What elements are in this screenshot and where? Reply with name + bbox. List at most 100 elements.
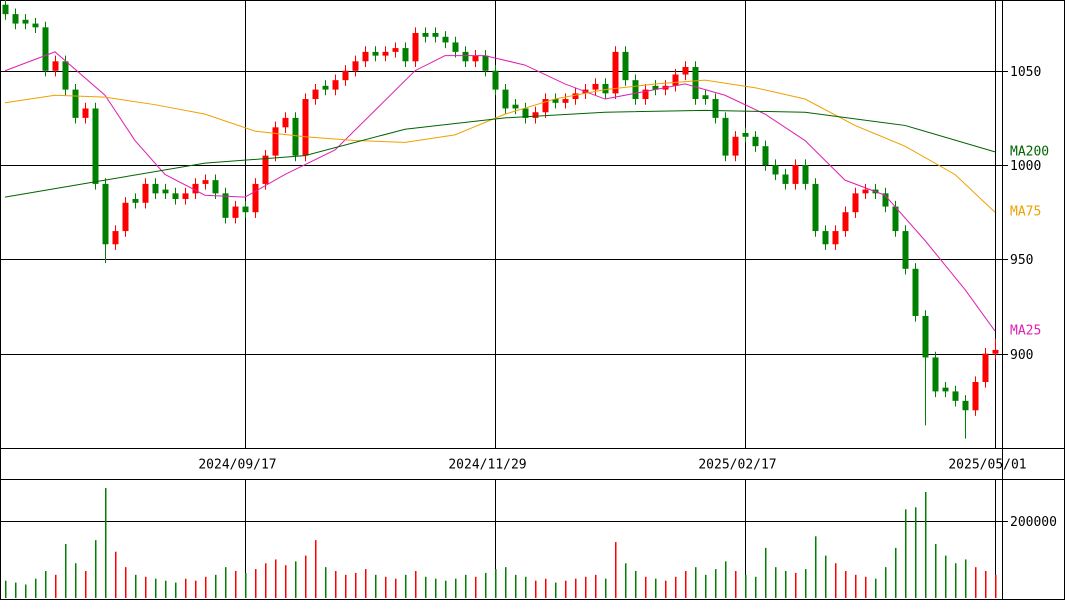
volume-bar (395, 578, 397, 598)
volume-bar (45, 571, 47, 598)
candle-body (132, 199, 139, 203)
candle-body (482, 55, 489, 71)
volume-bar (705, 574, 707, 598)
volume-bar (615, 542, 617, 598)
moving-average-line (4, 109, 996, 198)
volume-bar (655, 578, 657, 598)
candle-body (502, 89, 509, 109)
volume-bar (335, 571, 337, 598)
volume-bar (595, 574, 597, 598)
volume-bar (605, 578, 607, 598)
candle-body (752, 136, 759, 147)
volume-bar (635, 571, 637, 598)
volume-bar (305, 555, 307, 598)
volume-bar (105, 488, 107, 598)
candle-body (32, 23, 39, 28)
candle-body (982, 353, 989, 382)
candle-body (2, 4, 9, 15)
volume-bar (25, 584, 27, 598)
candle-body (542, 99, 549, 113)
volume-bar (135, 574, 137, 598)
volume-bar (765, 547, 767, 598)
volume-bar (225, 567, 227, 598)
volume-bar (165, 580, 167, 598)
volume-bar (55, 574, 57, 598)
volume-bar (865, 576, 867, 598)
volume-bar (875, 578, 877, 598)
volume-bar (215, 574, 217, 598)
volume-bar (575, 578, 577, 598)
candle-body (822, 231, 829, 245)
candle-body (472, 55, 479, 62)
y-tick-label: 1000 (1010, 159, 1041, 174)
candle-body (432, 33, 439, 37)
candle-body (722, 117, 729, 156)
candle-body (232, 206, 239, 218)
volume-bar (365, 569, 367, 598)
volume-bar (675, 576, 677, 598)
candle-body (932, 357, 939, 392)
candle-body (762, 146, 769, 166)
candle-body (42, 27, 49, 71)
volume-bar (185, 578, 187, 598)
candle-body (912, 268, 919, 316)
candle-body (642, 89, 649, 100)
volume-bar (235, 571, 237, 598)
candle-body (112, 231, 119, 245)
volume-bar (405, 574, 407, 598)
volume-bar (685, 571, 687, 598)
candle-body (832, 231, 839, 245)
x-tick-label: 2024/09/17 (198, 458, 276, 473)
candle-body (992, 349, 999, 354)
candle-body (12, 14, 19, 24)
candle-body (852, 193, 859, 213)
candle-body (882, 193, 889, 207)
candle-body (192, 183, 199, 194)
volume-bar (715, 569, 717, 598)
volume-bar (665, 580, 667, 598)
candle-body (772, 165, 779, 175)
volume-bar (205, 576, 207, 598)
volume-bar (995, 574, 997, 598)
volume-bar (935, 544, 937, 598)
volume-bar (425, 576, 427, 598)
volume-bar (795, 572, 797, 598)
volume-bar (85, 571, 87, 598)
candle-body (262, 155, 269, 184)
volume-bar (965, 559, 967, 598)
volume-bar (745, 574, 747, 598)
volume-bar (535, 580, 537, 598)
candle-body (372, 51, 379, 56)
candle-body (152, 183, 159, 194)
volume-bar (95, 540, 97, 598)
volume-bar (445, 580, 447, 598)
candle-body (142, 183, 149, 203)
candle-body (282, 117, 289, 128)
volume-bar (285, 565, 287, 598)
candle-body (512, 104, 519, 109)
candle-body (82, 108, 89, 118)
candle-body (222, 193, 229, 218)
candle-body (972, 381, 979, 411)
volume-bar (5, 580, 7, 598)
volume-bar (625, 563, 627, 598)
candle-body (702, 95, 709, 100)
volume-bar (955, 563, 957, 598)
candle-body (602, 83, 609, 94)
candle-body (52, 61, 59, 71)
candle-body (922, 315, 929, 358)
candle-body (962, 400, 969, 411)
candle-body (392, 48, 399, 52)
volume-bar (565, 580, 567, 598)
volume-bar (835, 563, 837, 598)
volume-bar (755, 576, 757, 598)
volume-bar (775, 567, 777, 598)
candle-body (332, 80, 339, 90)
volume-bar (375, 574, 377, 598)
y-tick-label: 900 (1010, 348, 1033, 363)
candle-body (22, 19, 29, 24)
volume-bar (75, 563, 77, 598)
volume-bar (555, 582, 557, 598)
volume-bar (345, 574, 347, 598)
